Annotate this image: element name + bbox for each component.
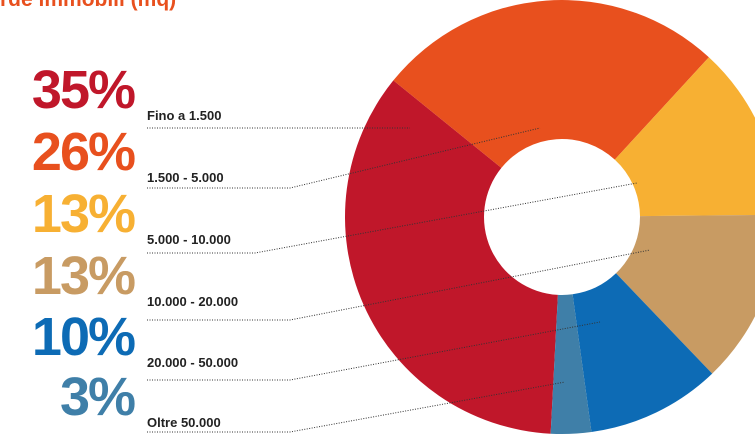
category-label: Oltre 50.000 <box>147 415 221 430</box>
pie-slice <box>572 273 713 432</box>
category-label: 20.000 - 50.000 <box>147 355 238 370</box>
pie-slice <box>393 0 709 168</box>
leader-line <box>147 127 541 189</box>
leader-line <box>147 321 601 381</box>
pie-slice <box>614 57 755 217</box>
category-label: 5.000 - 10.000 <box>147 232 231 247</box>
percent-label: 26% <box>32 122 135 182</box>
category-label: Fino a 1.500 <box>147 108 221 123</box>
pie-slice <box>550 294 592 434</box>
category-label: 1.500 - 5.000 <box>147 170 224 185</box>
percent-label: 13% <box>32 246 135 306</box>
leader-line <box>147 381 566 433</box>
chart-title: rde immobili (mq) <box>0 0 176 11</box>
percent-label: 13% <box>32 184 135 244</box>
leader-line <box>147 182 638 254</box>
pie-slice <box>615 214 755 374</box>
percent-label: 3% <box>60 367 135 427</box>
percent-label: 10% <box>32 307 135 367</box>
pie-slice <box>345 80 558 434</box>
percent-label: 35% <box>32 60 135 120</box>
category-label: 10.000 - 20.000 <box>147 294 238 309</box>
leader-line <box>147 249 651 321</box>
